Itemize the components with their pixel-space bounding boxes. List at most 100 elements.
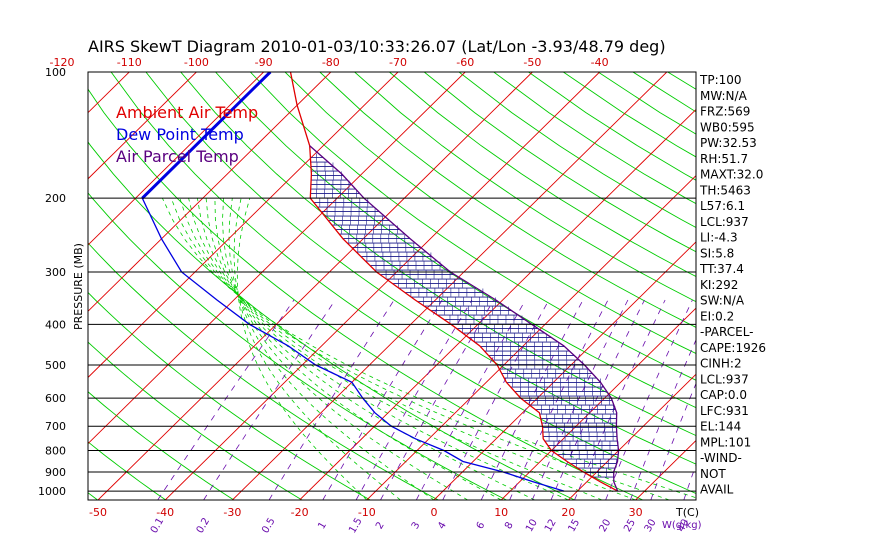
x-axis-label: T(C) bbox=[675, 506, 699, 519]
bottom-temperature-tick-label: -40 bbox=[156, 506, 174, 519]
dry-adiabat-line bbox=[667, 72, 696, 90]
stability-index-item: AVAIL bbox=[700, 483, 734, 497]
dry-adiabat-line bbox=[319, 72, 696, 328]
stability-index-item: MAXT:32.0 bbox=[700, 168, 763, 182]
top-temperature-tick-label: -120 bbox=[50, 56, 75, 69]
moist-adiabat-line bbox=[162, 198, 696, 499]
mixing-ratio-line bbox=[509, 299, 609, 500]
moist-adiabats bbox=[162, 198, 696, 500]
mixing-ratio-tick-label: 1 bbox=[316, 520, 329, 531]
mixing-ratio-tick-label: 0.5 bbox=[260, 516, 277, 535]
bottom-temperature-tick-label: -20 bbox=[291, 506, 309, 519]
pressure-tick-labels: 100 200 300 400 500 600 700 800 900 1000 bbox=[38, 66, 66, 498]
pressure-tick-label: 400 bbox=[45, 318, 66, 331]
stability-index-item: EL:144 bbox=[700, 420, 741, 434]
top-temperature-tick-labels: -120 -110 -100 -90 -80 -70 -60 -50 -40 bbox=[50, 56, 609, 69]
pressure-tick-label: 300 bbox=[45, 266, 66, 279]
isotherm-line bbox=[88, 72, 332, 312]
mixing-ratio-tick-label: 3 bbox=[410, 520, 423, 531]
dry-adiabat-line bbox=[215, 72, 696, 409]
stability-index-item: LCL:937 bbox=[700, 372, 749, 386]
isotherm-line bbox=[299, 108, 696, 500]
dry-adiabat-line bbox=[88, 242, 439, 500]
dry-adiabat-line bbox=[88, 141, 575, 500]
isotherm-line bbox=[88, 72, 130, 114]
mixing-ratio-tick-label: 0.1 bbox=[149, 516, 166, 535]
isotherm-line bbox=[164, 72, 600, 500]
dry-adiabat-line bbox=[249, 72, 696, 381]
isotherm-line bbox=[88, 72, 466, 445]
mixing-ratio-tick-label: 8 bbox=[503, 520, 516, 531]
isotherm-line bbox=[770, 72, 870, 500]
mixing-ratio-tick-label: 0.2 bbox=[195, 516, 212, 535]
pressure-tick-label: 100 bbox=[45, 66, 66, 79]
dry-adiabat-line bbox=[389, 72, 696, 278]
stability-index-item: KI:292 bbox=[700, 278, 738, 292]
series-line-dew-point-temp bbox=[141, 72, 565, 492]
dry-adiabat-line bbox=[110, 72, 696, 494]
stability-index-item: EI:0.2 bbox=[700, 309, 734, 323]
isobars bbox=[88, 71, 696, 492]
isotherm-line bbox=[88, 72, 264, 246]
stability-index-item: SI:5.8 bbox=[700, 246, 734, 260]
isotherm-line bbox=[366, 175, 696, 500]
pressure-tick-label: 800 bbox=[45, 445, 66, 458]
mixing-ratio-tick-label: 12 bbox=[543, 517, 559, 534]
plot-frame bbox=[87, 71, 697, 501]
mixing-ratio-tick-label: 20 bbox=[598, 517, 614, 534]
isotherm-line bbox=[232, 72, 668, 500]
dry-adiabat-line bbox=[458, 72, 696, 229]
mixing-ratio-line bbox=[355, 299, 473, 500]
isotherms bbox=[88, 72, 870, 500]
mixing-ratio-tick-label: 2 bbox=[374, 520, 387, 531]
stability-index-item: TH:5463 bbox=[699, 183, 751, 197]
cape-hatching bbox=[310, 153, 619, 478]
pressure-tick-label: 900 bbox=[45, 466, 66, 479]
bottom-temperature-tick-label: -50 bbox=[89, 506, 107, 519]
dry-adiabat-line bbox=[180, 72, 696, 437]
top-temperature-tick-label: -40 bbox=[591, 56, 609, 69]
legend-entry: Ambient Air Temp bbox=[116, 103, 258, 122]
bottom-temperature-tick-label: -10 bbox=[358, 506, 376, 519]
moist-adiabat-line bbox=[197, 198, 569, 500]
mixing-ratio-line bbox=[268, 299, 395, 500]
stability-index-item: MPL:101 bbox=[700, 435, 751, 449]
stability-index-item: -WIND- bbox=[700, 451, 742, 465]
stability-index-item: PW:32.53 bbox=[700, 136, 757, 150]
stability-index-item: LI:-4.3 bbox=[700, 231, 738, 245]
isotherm-line bbox=[500, 307, 696, 500]
stability-index-item: MW:N/A bbox=[700, 89, 748, 103]
dry-adiabat-line bbox=[88, 391, 235, 500]
stability-index-item: NOT bbox=[700, 467, 726, 481]
dry-adiabat-line bbox=[423, 72, 696, 253]
mixing-ratio-line bbox=[157, 299, 295, 500]
stability-index-item: FRZ:569 bbox=[700, 105, 750, 119]
top-temperature-tick-label: -110 bbox=[117, 56, 142, 69]
dry-adiabat-line bbox=[0, 72, 30, 500]
y-axis-label: PRESSURE (MB) bbox=[72, 243, 85, 330]
mixing-ratio-line bbox=[415, 299, 526, 500]
bottom-temperature-tick-label: 30 bbox=[629, 506, 643, 519]
moist-adiabat-line bbox=[233, 198, 401, 500]
moist-adiabat-line bbox=[205, 198, 535, 500]
stability-index-item: TT:37.4 bbox=[699, 262, 744, 276]
pressure-tick-label: 600 bbox=[45, 392, 66, 405]
mixing-ratio-tick-label: 30 bbox=[643, 517, 659, 534]
isotherm-line bbox=[837, 72, 870, 500]
top-temperature-tick-label: -90 bbox=[255, 56, 273, 69]
bottom-temperature-tick-labels: -50 -40 -30 -20 -10 0 10 20 30 bbox=[89, 506, 643, 519]
mixing-ratio-line bbox=[574, 299, 666, 500]
chart-title: AIRS SkewT Diagram 2010-01-03/10:33:26.0… bbox=[88, 37, 666, 56]
isotherm-line bbox=[433, 241, 696, 500]
bottom-temperature-tick-label: 0 bbox=[431, 506, 438, 519]
mixing-ratio-tick-label: 6 bbox=[475, 520, 488, 531]
series-line-air-parcel-temp bbox=[309, 145, 620, 492]
mixing-ratio-tick-label: 15 bbox=[566, 517, 582, 534]
pressure-tick-label: 500 bbox=[45, 359, 66, 372]
mixing-ratio-tick-label: 4 bbox=[436, 520, 449, 531]
top-temperature-tick-label: -100 bbox=[184, 56, 209, 69]
top-temperature-tick-label: -80 bbox=[322, 56, 340, 69]
mixing-ratio-line bbox=[629, 338, 696, 500]
moist-adiabat-line bbox=[170, 198, 670, 500]
